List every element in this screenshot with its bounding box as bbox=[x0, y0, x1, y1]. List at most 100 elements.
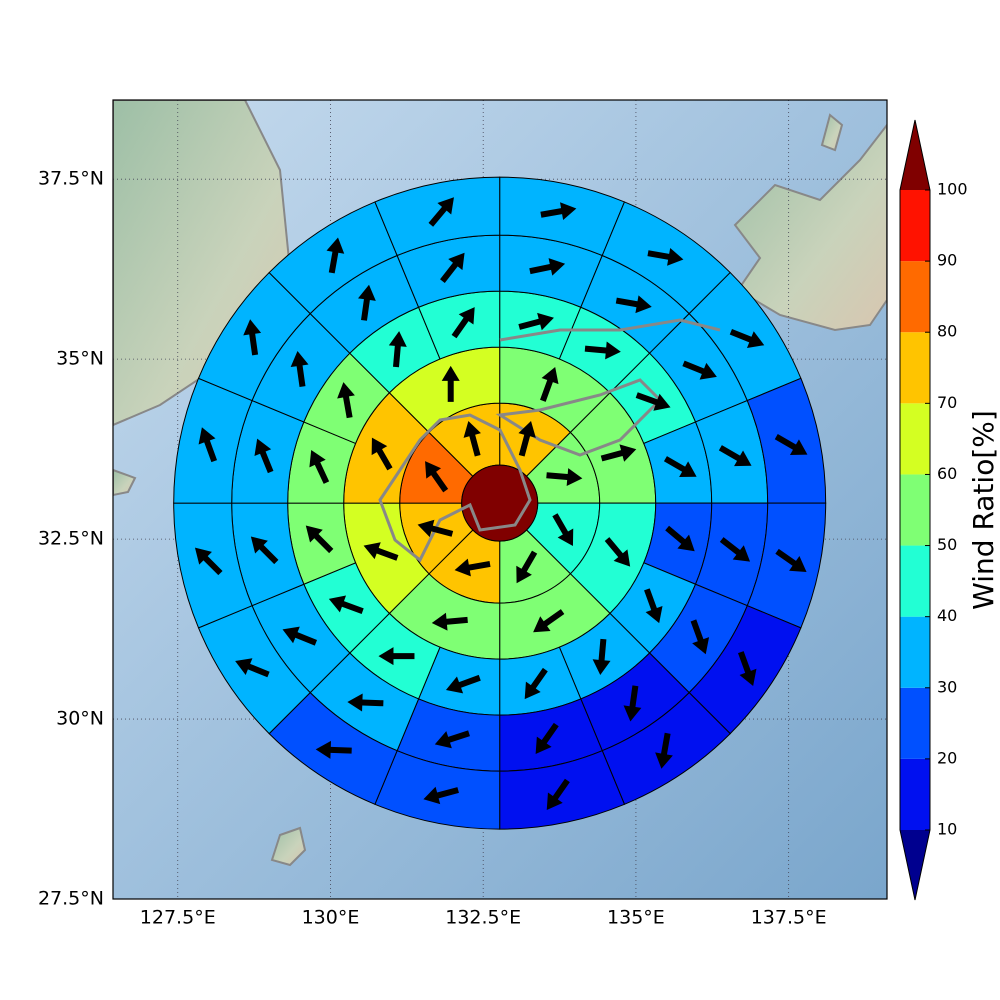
wind-arrow bbox=[326, 237, 345, 274]
y-tick-label: 30°N bbox=[56, 708, 104, 730]
sectors bbox=[173, 176, 827, 830]
wind-arrow bbox=[600, 444, 637, 462]
wind-arrow bbox=[635, 392, 671, 411]
wind-arrow bbox=[445, 674, 481, 694]
colorbar-tick-label: 70 bbox=[937, 393, 957, 412]
wind-arrow bbox=[309, 449, 330, 484]
kyushu bbox=[378, 413, 532, 563]
colorbar-bin bbox=[900, 474, 930, 546]
x-tick-label: 135°E bbox=[607, 907, 665, 929]
wind-arrow bbox=[250, 536, 279, 565]
wind-arrow bbox=[546, 778, 570, 810]
x-tick-label: 127.5°E bbox=[140, 907, 216, 929]
colorbar-bin bbox=[900, 261, 930, 333]
wind-arrow bbox=[719, 537, 751, 562]
wind-arrow bbox=[425, 461, 449, 493]
wind-arrow bbox=[454, 558, 491, 577]
wind-arrow bbox=[282, 626, 318, 646]
wind-arrow bbox=[358, 284, 376, 321]
wind-arrow bbox=[529, 258, 566, 276]
colorbar-bin bbox=[900, 545, 930, 617]
wind-arrow bbox=[535, 722, 559, 755]
wind-arrow bbox=[518, 312, 554, 331]
wind-arrow bbox=[198, 427, 218, 463]
wind-arrow bbox=[378, 647, 415, 666]
wind-arrow bbox=[774, 434, 808, 455]
colorbar-bin bbox=[900, 687, 930, 759]
colorbar-bin bbox=[900, 758, 930, 830]
wind-arrow bbox=[518, 420, 536, 457]
wind-arrow bbox=[423, 786, 459, 805]
wind-arrow bbox=[540, 202, 577, 220]
wind-arrow bbox=[463, 420, 481, 457]
colorbar: 10 20 30 40 50 60 70 80 90 100 bbox=[899, 119, 968, 901]
colorbar-bin bbox=[900, 616, 930, 688]
wind-arrow bbox=[524, 667, 548, 700]
wind-arrow bbox=[690, 619, 710, 655]
island bbox=[270, 826, 307, 867]
wind-arrow bbox=[540, 366, 559, 402]
wind-arrow bbox=[592, 638, 611, 676]
wind-arrow bbox=[552, 513, 574, 546]
wind-arrow bbox=[431, 612, 468, 631]
wind-arrow bbox=[655, 732, 673, 769]
colorbar-tick-label: 10 bbox=[937, 820, 957, 839]
wind-arrow bbox=[665, 525, 695, 552]
wind-arrow bbox=[337, 382, 355, 419]
wind-arrow bbox=[434, 730, 470, 749]
colorbar-tick-label: 80 bbox=[937, 322, 957, 341]
wind-arrow bbox=[440, 252, 465, 283]
x-tick-label: 137.5°E bbox=[751, 907, 827, 929]
wind-arrow bbox=[254, 438, 274, 474]
wind-arrows bbox=[194, 197, 808, 810]
wind-arrow bbox=[682, 360, 717, 380]
wind-arrow bbox=[371, 437, 393, 471]
colorbar-bin bbox=[900, 190, 930, 262]
wind-arrow bbox=[663, 456, 697, 477]
island bbox=[113, 468, 137, 497]
wind-arrow bbox=[775, 548, 807, 572]
wind-arrow bbox=[235, 658, 270, 678]
colorbar-tick-label: 20 bbox=[937, 748, 957, 767]
wind-arrow bbox=[546, 468, 583, 487]
colorbar-bin bbox=[900, 332, 930, 404]
colorbar-tick-label: 60 bbox=[937, 464, 957, 483]
y-tick-label: 27.5°N bbox=[38, 888, 104, 910]
wind-arrow bbox=[533, 609, 565, 633]
wind-arrow bbox=[417, 519, 454, 538]
axis-ticks: 127.5°E 130°E 132.5°E 135°E 137.5°E 27.5°N 30°… bbox=[38, 168, 827, 929]
colorbar-tick-label: 100 bbox=[937, 180, 968, 199]
island bbox=[820, 113, 844, 152]
wind-arrow bbox=[315, 740, 352, 759]
wind-arrow bbox=[623, 685, 642, 722]
wind-arrow bbox=[347, 693, 384, 712]
x-tick-label: 130°E bbox=[302, 907, 360, 929]
wind-arrow bbox=[451, 307, 475, 339]
wind-arrow bbox=[615, 295, 652, 314]
wind-arrow bbox=[305, 525, 334, 554]
wind-arrow bbox=[644, 588, 663, 624]
center-cell bbox=[461, 464, 539, 542]
wind-arrow bbox=[441, 365, 460, 402]
wind-arrow bbox=[718, 445, 752, 467]
wind-arrow bbox=[516, 550, 538, 584]
wind-arrow bbox=[604, 537, 631, 567]
map-frame bbox=[112, 99, 888, 900]
x-tick-label: 132.5°E bbox=[445, 907, 521, 929]
colorbar-over bbox=[900, 120, 930, 190]
wind-arrow bbox=[243, 319, 262, 356]
colorbar-tick-label: 90 bbox=[937, 251, 957, 270]
colorbar-tick-label: 30 bbox=[937, 677, 957, 696]
wind-arrow bbox=[647, 247, 684, 266]
colorbar-under bbox=[900, 830, 930, 900]
y-tick-label: 37.5°N bbox=[38, 168, 104, 190]
wind-arrow bbox=[363, 542, 399, 561]
wind-arrow bbox=[388, 331, 407, 368]
colorbar-tick-label: 50 bbox=[937, 535, 957, 554]
y-tick-label: 32.5°N bbox=[38, 528, 104, 550]
wind-arrow bbox=[729, 328, 765, 348]
wind-arrow bbox=[428, 197, 454, 227]
wind-arrow bbox=[584, 341, 621, 360]
